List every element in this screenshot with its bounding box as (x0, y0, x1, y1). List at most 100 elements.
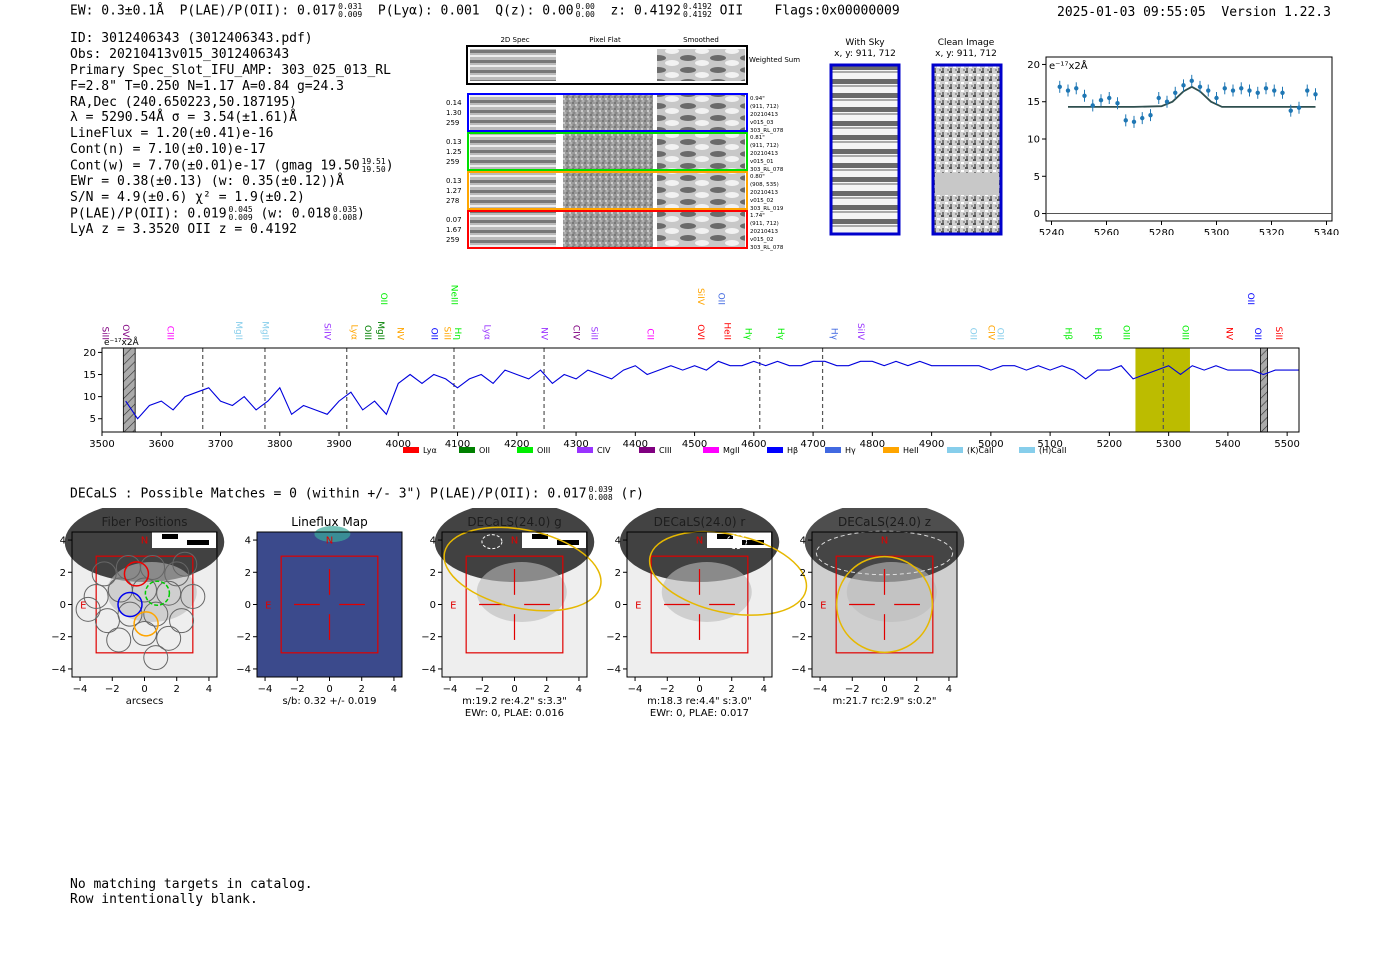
contw-hi: 19.51 (361, 157, 386, 167)
info-sn: S/N = 4.9(±0.6) χ² = 1.9(±0.2) (70, 189, 305, 205)
fiber-circle (156, 580, 182, 606)
bright-source-blob (619, 508, 780, 582)
cutout-row-frame (467, 210, 748, 249)
cutout-right-label: 0.80" (750, 174, 765, 180)
fiber-circle-green (144, 580, 171, 606)
spectrum-xtick-label: 4200 (504, 439, 529, 450)
zoom-data-point (1296, 105, 1302, 110)
zoom-data-point (1280, 90, 1285, 95)
spectrum-xtick-label: 4700 (800, 439, 825, 450)
legend-label: CIII (659, 446, 672, 455)
panel-ytick-label: 0 (615, 600, 621, 611)
line-id-label: SiII (441, 326, 451, 340)
zoom-data-point (1247, 88, 1252, 93)
zoom-data-point (1140, 115, 1145, 121)
info-id: ID: 3012406343 (3012406343.pdf) (70, 31, 313, 46)
z-hi: 0.4192 (682, 2, 712, 11)
panel-caption: m:21.7 rc:2.9" s:0.2" (832, 696, 936, 707)
detection-info: ID: 3012406343 (3012406343.pdf) Obs: 202… (70, 31, 394, 238)
line-id-label: OII (994, 328, 1004, 340)
line-id-label: OIII (1120, 325, 1130, 340)
weighted-sum-label: Weighted Sum (749, 56, 800, 64)
header-summary: EW: 0.3±0.1Å P(LAE)/P(OII): 0.017 0.031 0.… (70, 3, 900, 19)
panel-ytick-label: 4 (60, 536, 66, 547)
cutout-right-label: v015_03 (750, 120, 774, 126)
fiber-circle-red (123, 561, 150, 587)
panel-ytick-label: −2 (421, 632, 436, 643)
line-id-label: NV (539, 327, 549, 341)
line-id-label: Hβ (1062, 327, 1072, 340)
cutout-left-label: 0.13 (446, 138, 462, 146)
zoom-data-point (1305, 88, 1310, 93)
fiber-circle (140, 554, 166, 580)
qz-hi: 0.00 (575, 2, 595, 11)
panel-xtick-label: 2 (729, 684, 735, 695)
line-id-label: Hβ (1092, 327, 1102, 340)
legend-label: CIV (597, 446, 611, 455)
zoom-data-point (1222, 86, 1227, 91)
cutout-row-frame (467, 93, 748, 132)
fiber-circle (83, 583, 109, 609)
zoom-data-point (1173, 90, 1178, 95)
zoom-data-point (1288, 108, 1293, 113)
spectrum-xtick-label: 4000 (386, 439, 411, 450)
zoom-ytick-label: 15 (1027, 97, 1040, 108)
spectrum-xtick-label: 5500 (1274, 439, 1299, 450)
spectrum-xtick-label: 4600 (741, 439, 766, 450)
panel-xtick-label: 2 (359, 684, 365, 695)
line-id-label: OII (1252, 328, 1262, 340)
cutout-2dspec (470, 211, 556, 248)
weighted-sum-2dspec (470, 49, 556, 81)
zoom-data-point (1074, 86, 1079, 91)
plae-w-lo: 0.008 (332, 212, 358, 222)
plya-value: P(Lyα): 0.001 (377, 3, 480, 19)
east-label: E (80, 601, 86, 612)
plae-w-hi: 0.035 (332, 204, 358, 214)
cutout-left-label: 278 (446, 197, 459, 205)
col-header-pixelflat: Pixel Flat (589, 36, 621, 44)
cutout-left-label: 1.25 (446, 148, 462, 156)
spectrum-xtick-label: 3600 (149, 439, 174, 450)
cutout-pixelflat (563, 211, 653, 248)
spectrum-xtick-label: 5300 (1156, 439, 1181, 450)
neighbor-ellipse (481, 534, 503, 550)
cutout-right-label: 20210413 (750, 229, 778, 235)
line-id-label: OII (716, 293, 726, 305)
cutout-right-label: (911, 712) (750, 143, 779, 149)
spectrum-unit-label: e⁻¹⁷x2Å (104, 336, 140, 348)
cutout-row-frame (467, 132, 748, 171)
panel-ytick-label: 2 (245, 568, 251, 579)
east-label: E (820, 601, 826, 612)
ew-value: EW: 0.3±0.1Å (70, 3, 164, 19)
panel-xtick-label: 0 (326, 684, 332, 695)
info-primary: Primary Spec_Slot_IFU_AMP: 303_025_013_R… (70, 62, 391, 78)
info-contn: Cont(n) = 7.10(±0.10)e-17 (70, 142, 266, 158)
zoom-data-point (1181, 83, 1186, 88)
spectrum-xtick-label: 3900 (326, 439, 351, 450)
spectrum-xtick-label: 3800 (267, 439, 292, 450)
clean-label: Clean Image (937, 38, 995, 48)
line-id-label: MgII (259, 321, 269, 340)
info-lineflux: LineFlux = 1.20(±0.41)e-16 (70, 126, 274, 142)
spectrum-xtick-label: 5400 (1215, 439, 1240, 450)
panel-xtick-label: 0 (511, 684, 517, 695)
line-id-label: MgII (233, 321, 243, 340)
info-plae: P(LAE)/P(OII): 0.019 0.045 0.009 (w: 0.018… (70, 204, 365, 222)
cutout-right-label: v015_02 (750, 237, 774, 243)
east-label: E (635, 601, 641, 612)
decals-lo: 0.008 (588, 493, 613, 502)
north-label: N (696, 535, 703, 546)
legend-swatch (639, 447, 655, 453)
line-id-label: SiIV (695, 288, 705, 306)
zoom-data-point (1123, 118, 1128, 123)
spectrum-ytick-label: 10 (83, 392, 96, 403)
panel-caption: m:18.3 re:4.4" s:3.0" (647, 696, 752, 707)
cutout-right-label: 303_RL_078 (750, 167, 784, 173)
line-id-label: Hγ (775, 328, 785, 341)
panel-ytick-label: −4 (421, 664, 436, 675)
plae-w-text: (w: 0.018 (260, 206, 331, 222)
source-halo (476, 562, 567, 622)
panel-ytick-label: −4 (51, 664, 66, 675)
panel-ytick-label: 2 (430, 568, 436, 579)
